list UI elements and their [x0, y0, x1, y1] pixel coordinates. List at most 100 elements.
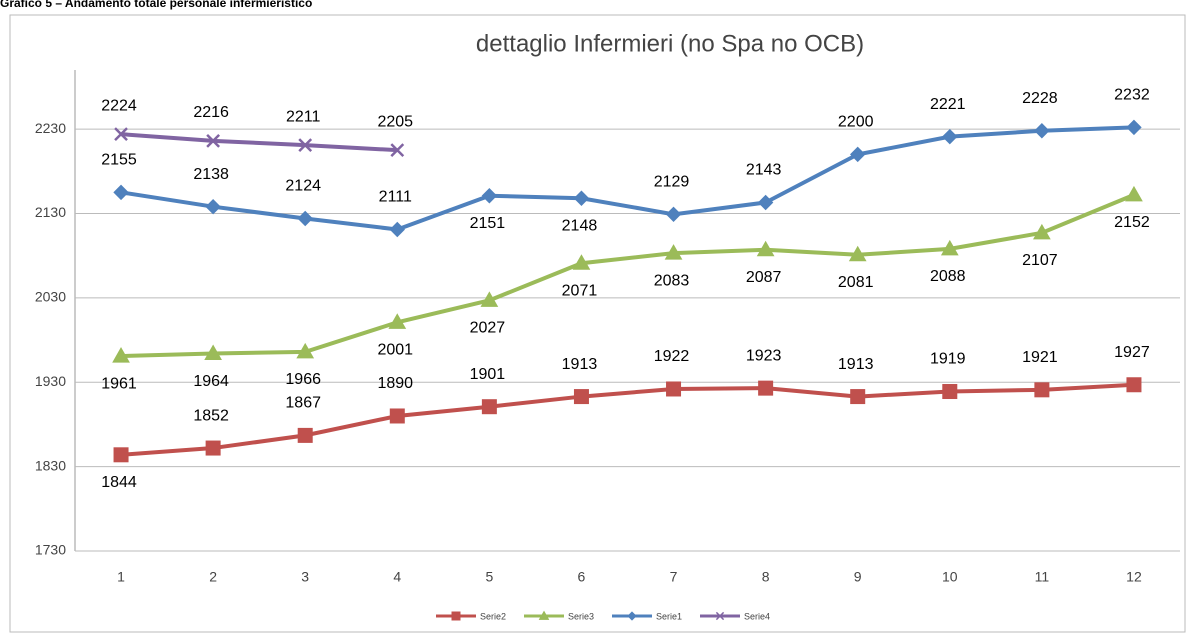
marker: [480, 291, 499, 307]
y-tick-label: 1830: [35, 457, 66, 473]
chart-title: dettaglio Infermieri (no Spa no OCB): [476, 30, 864, 57]
marker: [850, 389, 866, 405]
marker: [942, 384, 958, 400]
legend-label: Serie3: [568, 611, 594, 621]
marker: [298, 138, 313, 152]
marker: [1034, 123, 1050, 139]
data-label: 2071: [562, 282, 598, 299]
data-label: 2216: [193, 104, 229, 121]
x-tick-label: 12: [1126, 569, 1142, 585]
marker: [204, 344, 222, 361]
data-label: 2205: [377, 113, 413, 130]
marker: [573, 389, 589, 405]
y-tick-label: 1930: [35, 373, 66, 389]
x-tick-label: 5: [485, 569, 493, 585]
marker: [297, 210, 313, 227]
data-label: 2083: [654, 272, 690, 289]
data-label: 2001: [377, 342, 413, 359]
data-label: 1913: [838, 356, 874, 373]
data-label: 1867: [285, 395, 321, 412]
data-label: 2152: [1114, 214, 1150, 231]
marker: [1126, 119, 1142, 136]
x-tick-label: 1: [117, 569, 125, 585]
data-label: 2151: [470, 215, 506, 232]
x-tick-label: 2: [209, 569, 217, 585]
legend-label: Serie1: [656, 611, 682, 621]
data-label: 2228: [1022, 90, 1058, 107]
legend-label: Serie2: [480, 611, 506, 621]
marker: [206, 134, 221, 148]
data-label: 1919: [930, 351, 966, 368]
marker: [538, 610, 550, 620]
marker: [942, 128, 958, 145]
marker: [1034, 382, 1050, 398]
marker: [757, 194, 774, 211]
marker: [389, 408, 405, 424]
marker: [205, 198, 221, 215]
marker: [665, 206, 682, 223]
data-label: 1852: [193, 407, 229, 424]
marker: [715, 611, 725, 621]
data-label: 2129: [654, 174, 690, 191]
legend-label: Serie4: [744, 611, 770, 621]
marker: [113, 447, 129, 463]
page-header: Grafico 5 – Andamento totale personale i…: [0, 0, 312, 10]
marker: [481, 188, 498, 204]
marker: [297, 427, 313, 443]
marker: [1033, 223, 1051, 240]
marker: [1125, 185, 1143, 202]
data-label: 1966: [285, 371, 321, 388]
x-tick-label: 4: [393, 569, 401, 585]
data-label: 2155: [101, 152, 137, 169]
marker: [113, 184, 129, 201]
marker: [390, 143, 405, 158]
series-line: [120, 125, 1135, 232]
marker: [850, 146, 866, 163]
y-tick-label: 1730: [35, 542, 66, 558]
data-label: 1844: [101, 474, 137, 491]
marker: [388, 313, 407, 329]
y-tick-label: 2030: [35, 289, 66, 305]
marker: [205, 440, 221, 456]
marker: [112, 347, 130, 363]
x-tick-label: 11: [1035, 569, 1050, 585]
series-line: [120, 193, 1135, 359]
marker: [451, 611, 461, 621]
marker: [481, 399, 497, 415]
data-label: 1922: [654, 348, 690, 365]
data-label: 1961: [101, 375, 137, 392]
data-label: 2138: [193, 166, 229, 183]
data-label: 1901: [470, 366, 506, 383]
chart-frame: [9, 14, 1186, 633]
marker: [664, 244, 683, 260]
data-label: 2143: [746, 162, 782, 179]
series-line: [120, 382, 1135, 457]
marker: [666, 381, 682, 397]
data-label: 2211: [286, 108, 321, 125]
data-label: 2221: [930, 96, 966, 113]
x-tick-label: 6: [578, 569, 586, 585]
data-label: 2088: [930, 268, 966, 285]
marker: [389, 221, 405, 238]
marker: [758, 380, 774, 396]
y-tick-label: 2130: [35, 204, 66, 220]
marker: [114, 127, 128, 142]
marker: [1126, 377, 1142, 393]
data-label: 1927: [1114, 344, 1150, 361]
data-label: 1913: [562, 356, 598, 373]
x-tick-label: 9: [854, 569, 862, 585]
data-label: 2124: [285, 178, 321, 195]
y-tick-label: 2230: [35, 120, 66, 136]
data-label: 2087: [746, 269, 782, 286]
data-label: 2232: [1114, 87, 1150, 104]
data-label: 1921: [1022, 349, 1058, 366]
marker: [573, 190, 590, 206]
marker: [627, 611, 637, 621]
data-label: 1964: [193, 373, 229, 390]
data-label: 2200: [838, 114, 874, 131]
x-tick-label: 3: [301, 569, 309, 585]
series-line: [120, 132, 398, 153]
data-label: 2081: [838, 274, 874, 291]
marker: [848, 245, 867, 262]
